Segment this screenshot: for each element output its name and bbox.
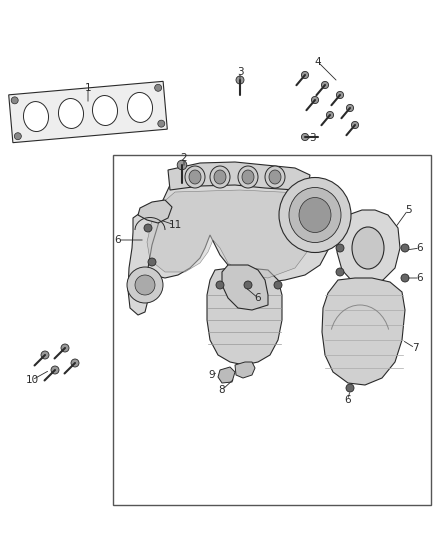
Ellipse shape <box>269 170 281 184</box>
Ellipse shape <box>265 166 285 188</box>
Circle shape <box>148 258 156 266</box>
Ellipse shape <box>242 170 254 184</box>
Text: 4: 4 <box>314 57 321 67</box>
Bar <box>113 155 431 505</box>
Polygon shape <box>235 362 255 378</box>
Circle shape <box>336 244 344 252</box>
Text: 3: 3 <box>309 133 315 143</box>
Text: 3: 3 <box>237 67 244 77</box>
Circle shape <box>301 71 309 78</box>
Polygon shape <box>322 278 405 385</box>
Ellipse shape <box>299 198 331 232</box>
Circle shape <box>51 366 59 374</box>
Circle shape <box>71 359 79 367</box>
Polygon shape <box>337 210 400 285</box>
Circle shape <box>216 281 224 289</box>
Circle shape <box>177 160 187 170</box>
Circle shape <box>158 120 165 127</box>
Circle shape <box>401 274 409 282</box>
Circle shape <box>244 281 252 289</box>
Circle shape <box>346 104 353 111</box>
Circle shape <box>144 224 152 232</box>
Polygon shape <box>147 190 315 278</box>
Circle shape <box>336 91 343 99</box>
Ellipse shape <box>289 188 341 243</box>
Ellipse shape <box>352 227 384 269</box>
Text: 6: 6 <box>254 293 261 303</box>
Circle shape <box>127 267 163 303</box>
Ellipse shape <box>279 177 351 253</box>
Ellipse shape <box>214 170 226 184</box>
Polygon shape <box>138 200 172 223</box>
Circle shape <box>14 133 21 140</box>
Text: 7: 7 <box>412 343 418 353</box>
Ellipse shape <box>238 166 258 188</box>
Circle shape <box>236 76 244 84</box>
Text: 6: 6 <box>417 273 423 283</box>
Ellipse shape <box>210 166 230 188</box>
Circle shape <box>336 268 344 276</box>
Ellipse shape <box>59 99 84 128</box>
Text: 10: 10 <box>25 375 39 385</box>
Circle shape <box>274 281 282 289</box>
Circle shape <box>401 244 409 252</box>
Polygon shape <box>9 82 167 143</box>
Ellipse shape <box>127 92 152 123</box>
Text: 6: 6 <box>345 395 351 405</box>
Text: 5: 5 <box>405 205 411 215</box>
Circle shape <box>301 133 309 141</box>
Text: 6: 6 <box>417 243 423 253</box>
Text: 11: 11 <box>168 220 182 230</box>
Circle shape <box>61 344 69 352</box>
Circle shape <box>311 96 318 103</box>
Text: 2: 2 <box>181 153 187 163</box>
Polygon shape <box>142 183 330 282</box>
Ellipse shape <box>189 170 201 184</box>
Ellipse shape <box>24 102 49 132</box>
Polygon shape <box>222 265 268 310</box>
Ellipse shape <box>185 166 205 188</box>
Circle shape <box>326 111 334 119</box>
Circle shape <box>11 97 18 104</box>
Circle shape <box>41 351 49 359</box>
Text: 6: 6 <box>115 235 121 245</box>
Text: 8: 8 <box>219 385 225 395</box>
Circle shape <box>321 82 328 88</box>
Circle shape <box>155 84 162 91</box>
Polygon shape <box>128 202 163 315</box>
Polygon shape <box>218 367 235 383</box>
Polygon shape <box>168 162 310 190</box>
Circle shape <box>135 275 155 295</box>
Circle shape <box>351 122 359 128</box>
Ellipse shape <box>92 95 117 125</box>
Circle shape <box>346 384 354 392</box>
Text: 9: 9 <box>208 370 215 380</box>
Text: 1: 1 <box>85 83 91 93</box>
Polygon shape <box>207 268 282 365</box>
